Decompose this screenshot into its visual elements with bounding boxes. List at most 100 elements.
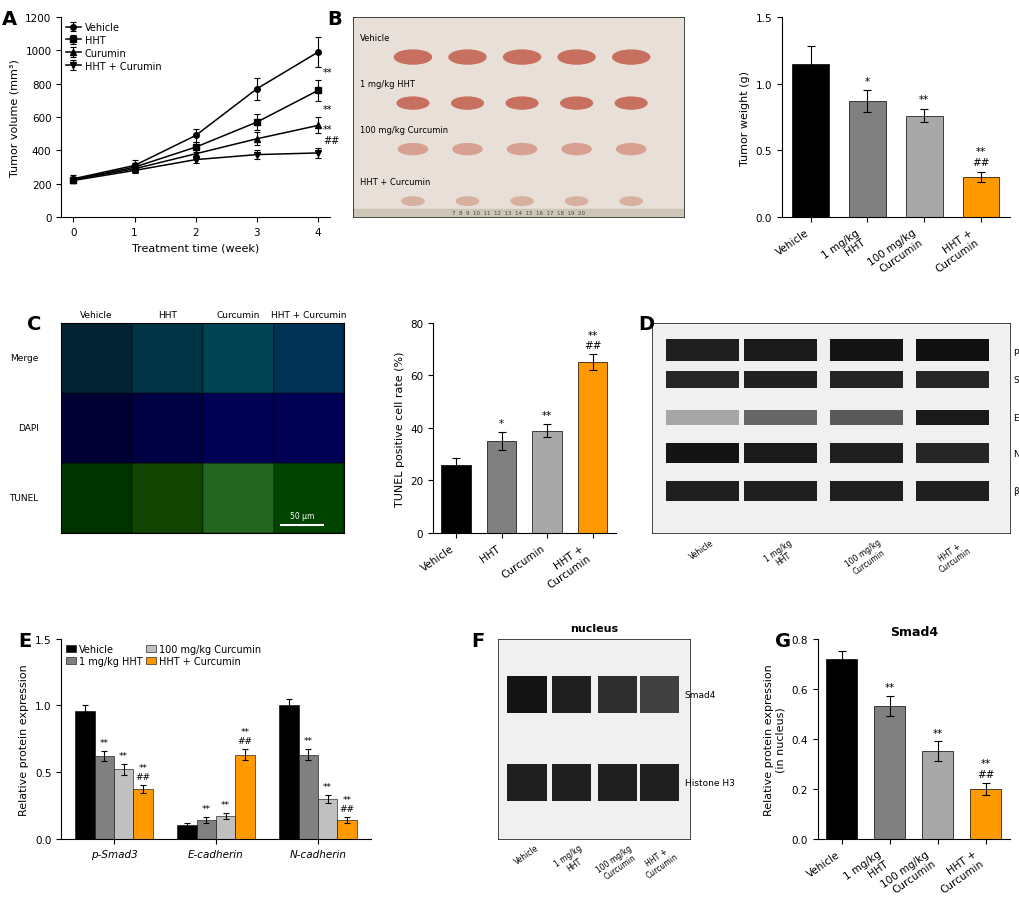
Text: G: G xyxy=(774,631,791,650)
Ellipse shape xyxy=(557,51,594,65)
Y-axis label: Relative protein expression: Relative protein expression xyxy=(19,663,30,815)
Text: **
##: ** ## xyxy=(976,758,994,779)
Ellipse shape xyxy=(614,98,646,110)
Text: β-actin: β-actin xyxy=(1013,487,1019,496)
Bar xyxy=(197,820,216,839)
Bar xyxy=(279,705,299,839)
Text: **
##: ** ## xyxy=(237,728,253,746)
Text: 50 μm: 50 μm xyxy=(289,511,314,520)
FancyBboxPatch shape xyxy=(131,464,203,533)
Bar xyxy=(133,789,153,839)
FancyBboxPatch shape xyxy=(665,372,738,389)
Text: HHT: HHT xyxy=(158,311,176,320)
Ellipse shape xyxy=(565,198,587,206)
FancyBboxPatch shape xyxy=(829,372,902,389)
Text: 1 mg/kg HHT: 1 mg/kg HHT xyxy=(360,80,415,89)
FancyBboxPatch shape xyxy=(131,393,203,464)
Ellipse shape xyxy=(452,144,482,155)
FancyBboxPatch shape xyxy=(829,340,902,362)
FancyBboxPatch shape xyxy=(597,676,636,713)
FancyBboxPatch shape xyxy=(506,765,546,801)
Text: **: ** xyxy=(119,751,128,760)
Text: HHT +
Curcumin: HHT + Curcumin xyxy=(638,842,680,879)
FancyBboxPatch shape xyxy=(61,324,131,393)
Text: Curcumin: Curcumin xyxy=(216,311,260,320)
Text: 1 mg/kg
HHT: 1 mg/kg HHT xyxy=(552,842,589,877)
Text: p-Smad3: p-Smad3 xyxy=(1013,346,1019,355)
FancyBboxPatch shape xyxy=(744,372,816,389)
Text: **: ** xyxy=(918,96,928,106)
Text: 100 mg/kg Curcumin: 100 mg/kg Curcumin xyxy=(360,126,447,135)
Text: **
##: ** ## xyxy=(971,147,988,168)
Text: **: ** xyxy=(202,804,211,813)
Text: 100 mg/kg
Curcumin: 100 mg/kg Curcumin xyxy=(844,538,889,577)
FancyBboxPatch shape xyxy=(915,482,988,502)
Text: **: ** xyxy=(304,737,313,746)
Ellipse shape xyxy=(448,51,485,65)
Ellipse shape xyxy=(612,51,649,65)
Text: **: ** xyxy=(931,728,942,738)
Text: C: C xyxy=(28,315,42,334)
Bar xyxy=(486,442,516,533)
Text: Vehicle: Vehicle xyxy=(81,311,113,320)
Y-axis label: Tumor weight (g): Tumor weight (g) xyxy=(739,70,749,165)
Legend: Vehicle, HHT, Curumin, HHT + Curumin: Vehicle, HHT, Curumin, HHT + Curumin xyxy=(66,23,161,71)
FancyBboxPatch shape xyxy=(665,482,738,502)
Text: *: * xyxy=(864,77,869,87)
Text: Smad4: Smad4 xyxy=(684,690,715,699)
Text: D: D xyxy=(637,315,653,334)
Text: **
##: ** ## xyxy=(339,796,355,814)
Text: HHT + Curcumin: HHT + Curcumin xyxy=(271,311,346,320)
Ellipse shape xyxy=(511,198,533,206)
FancyBboxPatch shape xyxy=(203,393,273,464)
Ellipse shape xyxy=(455,198,478,206)
FancyBboxPatch shape xyxy=(665,410,738,426)
Ellipse shape xyxy=(616,144,645,155)
FancyBboxPatch shape xyxy=(744,410,816,426)
FancyBboxPatch shape xyxy=(744,340,816,362)
Text: **
##: ** ## xyxy=(583,330,600,351)
Text: DAPI: DAPI xyxy=(17,424,39,433)
FancyBboxPatch shape xyxy=(551,676,590,713)
Bar xyxy=(75,711,95,839)
FancyBboxPatch shape xyxy=(551,765,590,801)
Y-axis label: Tumor volume (mm³): Tumor volume (mm³) xyxy=(9,60,19,177)
Bar xyxy=(95,756,114,839)
Text: F: F xyxy=(471,631,484,650)
Ellipse shape xyxy=(394,51,431,65)
Text: **
##: ** ## xyxy=(136,764,151,781)
Ellipse shape xyxy=(505,98,537,110)
FancyBboxPatch shape xyxy=(915,410,988,426)
Text: B: B xyxy=(327,10,341,29)
Ellipse shape xyxy=(451,98,483,110)
FancyBboxPatch shape xyxy=(273,324,344,393)
FancyBboxPatch shape xyxy=(744,444,816,464)
FancyBboxPatch shape xyxy=(744,482,816,502)
Text: Vehicle: Vehicle xyxy=(688,538,715,561)
Text: HHT +
Curcumin: HHT + Curcumin xyxy=(931,538,972,575)
Text: Merge: Merge xyxy=(10,354,39,363)
Text: TUNEL: TUNEL xyxy=(9,494,39,503)
FancyBboxPatch shape xyxy=(915,340,988,362)
Text: **: ** xyxy=(541,410,551,420)
Legend: Vehicle, 1 mg/kg HHT, 100 mg/kg Curcumin, HHT + Curcumin: Vehicle, 1 mg/kg HHT, 100 mg/kg Curcumin… xyxy=(66,644,261,667)
FancyBboxPatch shape xyxy=(639,765,679,801)
Text: HHT + Curcumin: HHT + Curcumin xyxy=(360,178,430,187)
Bar xyxy=(848,102,884,218)
Bar xyxy=(299,755,318,839)
FancyBboxPatch shape xyxy=(639,676,679,713)
Text: **: ** xyxy=(323,106,332,115)
FancyBboxPatch shape xyxy=(915,444,988,464)
Y-axis label: TUNEL positive cell rate (%): TUNEL positive cell rate (%) xyxy=(394,351,405,506)
Text: **: ** xyxy=(323,782,332,791)
X-axis label: Treatment time (week): Treatment time (week) xyxy=(132,244,259,253)
Title: Smad4: Smad4 xyxy=(889,625,936,638)
Bar xyxy=(216,816,235,839)
Bar xyxy=(441,465,471,533)
FancyBboxPatch shape xyxy=(597,765,636,801)
Bar xyxy=(114,769,133,839)
FancyBboxPatch shape xyxy=(273,393,344,464)
FancyBboxPatch shape xyxy=(273,464,344,533)
Ellipse shape xyxy=(561,144,591,155)
FancyBboxPatch shape xyxy=(665,340,738,362)
